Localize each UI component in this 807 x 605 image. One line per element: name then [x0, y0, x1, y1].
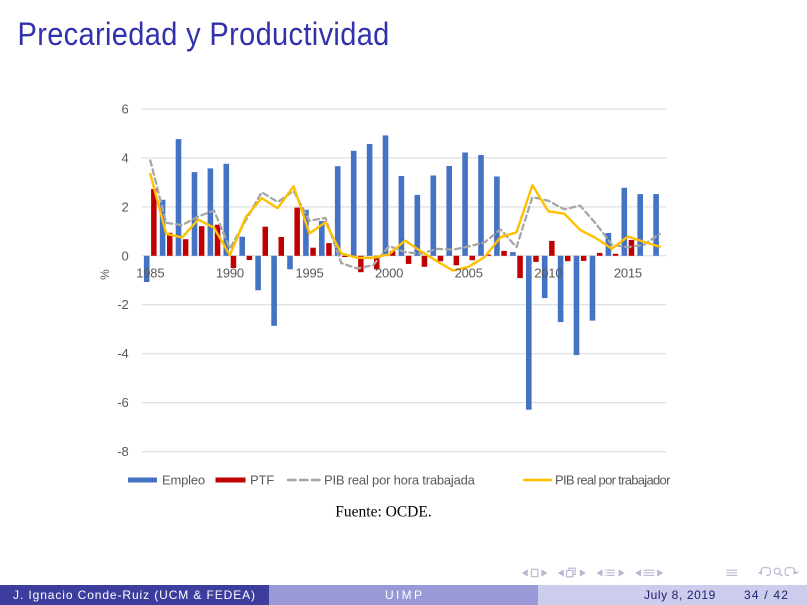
- svg-text:2000: 2000: [375, 266, 403, 281]
- svg-text:-6: -6: [117, 395, 128, 410]
- svg-text:Fuente: OCDE.: Fuente: OCDE.: [335, 504, 431, 521]
- svg-text:4: 4: [121, 150, 128, 165]
- svg-text:%: %: [98, 269, 112, 280]
- svg-text:-4: -4: [117, 346, 128, 361]
- svg-text:Empleo: Empleo: [162, 473, 205, 488]
- svg-text:0: 0: [121, 248, 128, 263]
- svg-text:2010: 2010: [534, 266, 562, 281]
- svg-text:1990: 1990: [216, 266, 244, 281]
- svg-text:2005: 2005: [455, 266, 483, 281]
- svg-text:PIB real por trabajador: PIB real por trabajador: [555, 473, 671, 488]
- svg-text:2: 2: [121, 199, 128, 214]
- svg-text:2015: 2015: [614, 266, 642, 281]
- svg-text:6: 6: [121, 102, 128, 117]
- svg-text:-8: -8: [117, 444, 128, 459]
- svg-text:-2: -2: [117, 297, 128, 312]
- svg-text:1995: 1995: [295, 266, 323, 281]
- svg-text:PIB real por hora trabajada: PIB real por hora trabajada: [324, 473, 476, 488]
- svg-text:PTF: PTF: [250, 473, 274, 488]
- svg-text:1985: 1985: [136, 266, 164, 281]
